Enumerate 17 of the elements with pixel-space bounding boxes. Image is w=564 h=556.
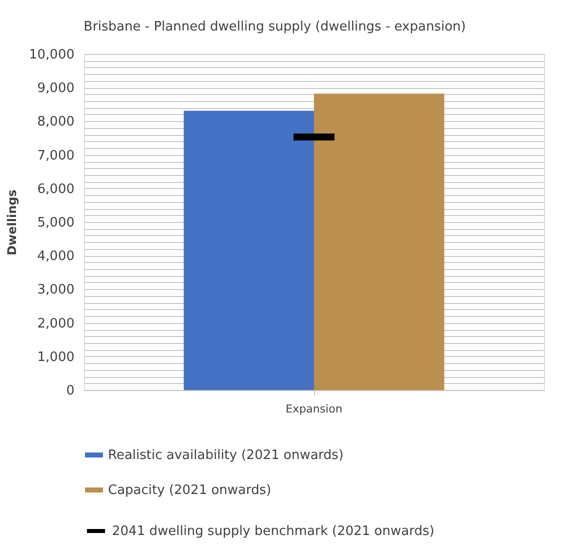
y-tick-label: 4,000 [37,249,74,264]
y-tick-label: 1,000 [37,350,74,365]
legend-label: Realistic availability (2021 onwards) [108,448,344,463]
y-tick-label: 5,000 [37,216,74,230]
y-tick-label: 10,000 [29,48,74,62]
y-tick-label: 8,000 [37,114,74,130]
y-tick-label: 9,000 [37,81,74,96]
chart-title: Brisbane - Planned dwelling supply (dwellings - expansion) [84,20,466,34]
y-tick-label: 3,000 [37,282,74,298]
y-tick-label: 0 [66,384,74,398]
y-tick-label: 6,000 [37,182,74,197]
y-tick-label: 2,000 [37,316,74,332]
y-tick-label: 7,000 [37,148,74,164]
legend-label: Capacity (2021 onwards) [108,483,272,498]
y-axis-title: Dwellings [5,190,20,256]
legend-label: 2041 dwelling supply benchmark (2021 onwards) [112,524,434,539]
x-tick-label: Expansion [286,402,342,416]
